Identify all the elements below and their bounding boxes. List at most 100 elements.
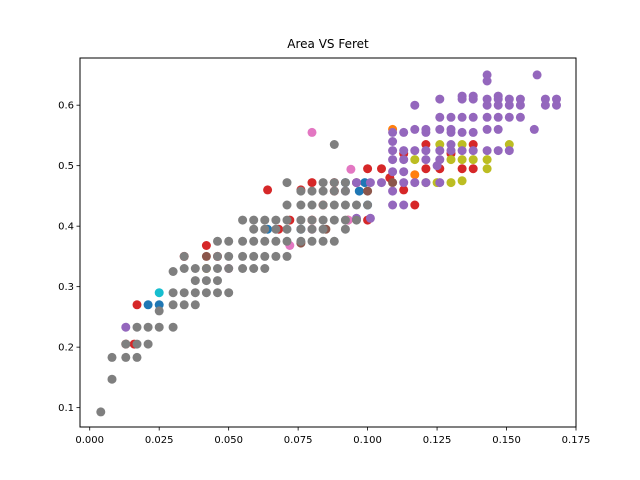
data-point <box>224 264 234 273</box>
data-point <box>190 264 200 273</box>
data-point <box>457 112 467 122</box>
data-point <box>435 112 445 122</box>
data-point <box>121 352 131 362</box>
data-point <box>529 124 539 134</box>
plot-frame <box>79 57 577 428</box>
data-point <box>296 236 306 246</box>
x-tick-label: 0.075 <box>284 435 313 446</box>
data-point <box>340 200 350 210</box>
data-point <box>410 178 420 188</box>
data-point <box>457 176 467 186</box>
data-point <box>282 200 292 210</box>
data-point <box>190 300 200 310</box>
data-point <box>493 112 503 122</box>
data-point <box>388 200 398 210</box>
data-point <box>329 200 339 210</box>
data-point <box>468 112 478 122</box>
data-point <box>340 186 350 196</box>
y-tick-label: 0.4 <box>58 222 74 233</box>
x-tick-label: 0.100 <box>353 435 382 446</box>
data-point <box>457 91 467 101</box>
data-point <box>410 200 420 210</box>
data-point <box>179 288 189 298</box>
data-point <box>168 300 178 310</box>
data-point <box>388 127 398 137</box>
data-point <box>421 155 431 165</box>
data-point <box>388 167 398 177</box>
data-point <box>329 236 339 246</box>
data-point <box>260 236 270 246</box>
y-axis: 0.1 0.2 0.3 0.4 0.5 0.6 <box>58 101 80 414</box>
data-point <box>421 178 431 188</box>
data-point <box>354 186 364 196</box>
data-point <box>249 264 259 273</box>
data-point <box>399 200 409 210</box>
data-point <box>493 146 503 156</box>
data-point <box>329 178 339 188</box>
data-point <box>399 178 409 188</box>
data-point <box>515 112 525 122</box>
data-point <box>363 164 373 174</box>
data-point <box>363 186 373 196</box>
x-tick-label: 0.150 <box>492 435 521 446</box>
data-point <box>201 241 211 250</box>
data-point <box>399 185 409 195</box>
data-point <box>399 146 409 156</box>
data-point <box>179 264 189 273</box>
points-layer <box>96 70 561 417</box>
data-point <box>121 339 131 349</box>
data-point <box>346 164 356 174</box>
data-point <box>260 251 270 261</box>
data-point <box>468 127 478 137</box>
data-point <box>263 185 273 195</box>
data-point <box>468 155 478 165</box>
data-point <box>213 288 222 298</box>
data-point <box>399 155 409 165</box>
data-point <box>388 146 398 156</box>
data-point <box>296 186 306 196</box>
data-point <box>410 146 420 156</box>
data-point <box>377 164 386 174</box>
data-point <box>307 215 317 225</box>
data-point <box>446 140 456 149</box>
data-point <box>340 178 350 188</box>
data-point <box>213 264 222 273</box>
data-point <box>238 215 248 225</box>
data-point <box>260 224 270 234</box>
data-point <box>143 339 153 349</box>
y-tick-label: 0.3 <box>58 282 74 293</box>
data-point <box>446 127 456 137</box>
data-point <box>515 94 525 104</box>
x-tick-label: 0.025 <box>145 435 174 446</box>
x-tick-label: 0.175 <box>562 435 591 446</box>
data-point <box>190 276 200 286</box>
data-point <box>340 215 350 225</box>
data-point <box>482 164 492 174</box>
data-point <box>421 124 431 134</box>
data-point <box>143 322 153 332</box>
data-point <box>446 178 456 188</box>
data-point <box>96 407 106 417</box>
data-point <box>238 251 248 261</box>
data-point <box>282 236 292 246</box>
data-point <box>468 91 478 101</box>
data-point <box>260 215 270 225</box>
data-point <box>201 276 211 286</box>
data-point <box>201 251 211 261</box>
data-point <box>282 251 292 261</box>
data-point <box>132 300 142 310</box>
data-point <box>282 224 292 234</box>
data-point <box>190 288 200 298</box>
data-point <box>132 339 142 349</box>
data-point <box>504 94 514 104</box>
data-point <box>249 224 259 234</box>
data-point <box>238 264 248 273</box>
x-tick-label: 0.000 <box>75 435 104 446</box>
x-tick-label: 0.125 <box>423 435 452 446</box>
x-axis: 0.000 0.025 0.050 0.075 0.100 0.125 0.150 0.175 <box>75 427 590 446</box>
data-point <box>318 178 328 188</box>
data-point <box>213 276 222 286</box>
data-point <box>482 94 492 104</box>
data-point <box>504 146 514 156</box>
